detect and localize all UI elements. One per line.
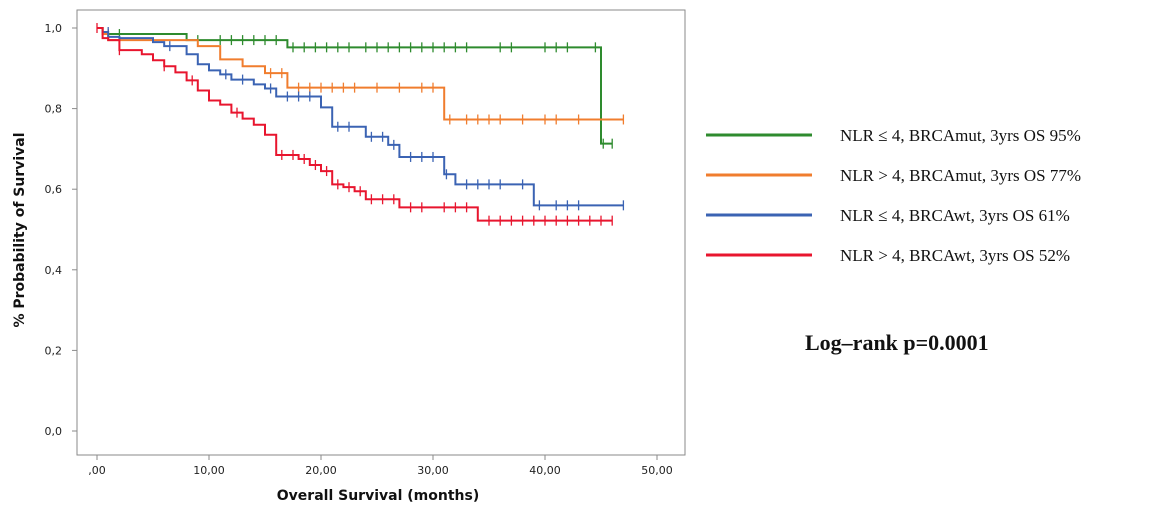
x-tick-label: 10,00: [193, 464, 225, 477]
y-tick-label: 0,2: [45, 344, 63, 357]
x-tick-label: 50,00: [641, 464, 673, 477]
x-axis-title: Overall Survival (months): [277, 488, 479, 504]
survival-curve-2: [97, 27, 624, 121]
legend-label-1: NLR ≤ 4, BRCAmut, 3yrs OS 95%: [840, 126, 1081, 145]
legend: NLR ≤ 4, BRCAmut, 3yrs OS 95% NLR > 4, BR…: [706, 126, 1081, 265]
y-tick-label: 0,4: [45, 264, 63, 277]
legend-label-4: NLR > 4, BRCAwt, 3yrs OS 52%: [840, 246, 1070, 265]
x-tick-label: ,00: [88, 464, 106, 477]
y-axis-title: % Probability of Survival: [12, 132, 28, 327]
y-tick-label: 0,6: [45, 183, 63, 196]
y-tick-label: 0,8: [45, 103, 63, 116]
survival-curve-3: [97, 27, 624, 207]
y-tick-label: 0,0: [45, 425, 63, 438]
log-rank-annotation: Log–rank p=0.0001: [805, 330, 989, 355]
x-tick-label: 20,00: [305, 464, 337, 477]
x-tick-label: 40,00: [529, 464, 561, 477]
x-tick-label: 30,00: [417, 464, 449, 477]
legend-label-3: NLR ≤ 4, BRCAwt, 3yrs OS 61%: [840, 206, 1070, 225]
legend-label-2: NLR > 4, BRCAmut, 3yrs OS 77%: [840, 166, 1081, 185]
plot-layer: ,00 10,00 20,00 30,00 40,00 50,00 0,0 0,2 0,4 0,6…: [45, 22, 673, 477]
plot-frame: [76, 9, 686, 456]
survival-curve-4: [97, 27, 613, 222]
y-tick-label: 1,0: [45, 22, 63, 35]
